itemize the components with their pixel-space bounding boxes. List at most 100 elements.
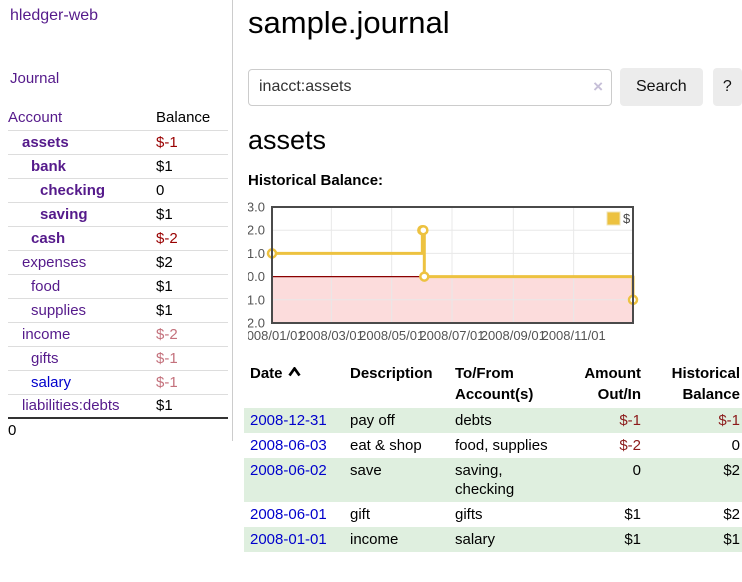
register-balance: 0 [731,437,740,454]
register-accounts: gifts [455,506,483,523]
sort-ascending-icon [287,366,301,377]
account-row: gifts $-1 [8,345,228,370]
account-heading: assets [248,125,327,155]
account-cell: income [8,321,157,346]
account-cell: supplies [8,297,157,322]
chart-title: Historical Balance: [248,172,384,189]
register-amount: $1 [624,506,641,523]
register-balance: $1 [723,531,740,548]
accounts-table: Account Balance assets $-1 bank $1 checking 0… [8,106,228,442]
account-balance: $1 [156,393,228,418]
register-row: 2008-06-03 eat & shop food, supplies $-2 0 [244,433,742,458]
account-cell: food [8,273,157,298]
account-row: expenses $2 [8,249,228,274]
register-amount: $1 [624,531,641,548]
register-date-cell: 2008-01-01 [244,527,344,552]
register-date-link[interactable]: 2008-06-03 [250,437,327,454]
register-date-link[interactable]: 2008-12-31 [250,412,327,429]
account-cell: cash [8,225,157,250]
register-row: 2008-01-01 income salary $1 $1 [244,527,742,552]
account-cell: saving [8,201,157,226]
svg-text:2008/11/01: 2008/11/01 [542,328,606,343]
accounts-body: assets $-1 bank $1 checking 0 saving $1 cash $-2 e… [8,130,228,418]
account-balance: $-1 [156,133,178,151]
account-row: liabilities:debts $1 [8,393,228,418]
search-input[interactable] [248,68,612,106]
svg-text:2008/09/01: 2008/09/01 [481,328,546,343]
account-row: salary $-1 [8,369,228,394]
account-cell: gifts [8,345,157,370]
account-cell: bank [8,153,157,178]
account-link-expenses[interactable]: expenses [22,253,87,271]
account-link-income[interactable]: income [22,325,71,343]
account-balance: $1 [156,153,228,178]
svg-text:0.0: 0.0 [248,269,265,284]
svg-text:-2.0: -2.0 [248,316,265,331]
account-row: assets $-1 [8,130,228,154]
account-link-food[interactable]: food [31,277,61,295]
account-balance: $2 [156,249,228,274]
svg-text:2008/07/01: 2008/07/01 [419,328,484,343]
register-date-cell: 2008-06-01 [244,502,344,527]
account-link-salary[interactable]: salary [31,373,72,391]
register-date-link[interactable]: 2008-06-01 [250,506,327,523]
account-link-cash[interactable]: cash [31,229,66,247]
account-link-checking[interactable]: checking [40,181,106,199]
search-button[interactable]: Search [620,68,703,106]
account-link-gifts[interactable]: gifts [31,349,59,367]
account-cell: salary [8,369,157,394]
register-date-link[interactable]: 2008-01-01 [250,531,327,548]
svg-text:-1.0: -1.0 [248,292,265,307]
svg-text:1.0: 1.0 [248,246,265,261]
account-cell: liabilities:debts [8,393,157,418]
search-form: × Search ? [248,68,742,106]
account-balance: $-1 [156,345,228,370]
historical-balance-chart[interactable]: $3.0 2.0 1.0 0.0 -1.0 -2.02008/01/012008/03/0… [248,200,668,350]
register-date-cell: 2008-06-03 [244,433,344,458]
account-balance: $1 [156,297,228,322]
register-balance: $2 [723,462,740,479]
account-row: bank $1 [8,153,228,178]
svg-text:$: $ [623,211,631,226]
account-balance: $-2 [156,321,228,346]
account-row: food $1 [8,273,228,298]
account-link-bank[interactable]: bank [31,157,67,175]
register-row: 2008-06-02 save saving, checking 0 $2 [244,458,742,502]
register-header-description: Description [350,365,433,382]
search-input-wrap: × [248,68,612,106]
account-link-supplies[interactable]: supplies [31,301,87,319]
register-header-amount: Amount Out/In [584,365,641,403]
register-date-cell: 2008-12-31 [244,408,344,433]
account-row: cash $-2 [8,225,228,250]
account-link-saving[interactable]: saving [40,205,88,223]
accounts-header-account[interactable]: Account [8,106,157,131]
account-row: checking 0 [8,177,228,202]
nav-journal-link[interactable]: Journal [10,70,60,87]
register-header-date-label: Date [250,365,283,382]
account-row: income $-2 [8,321,228,346]
register-accounts: saving, checking [455,462,515,498]
register-header-accounts: To/From Account(s) [455,365,534,403]
register-amount: $-1 [619,412,641,429]
help-button[interactable]: ? [712,68,742,106]
register-balance: $2 [723,506,740,523]
register-description: pay off [350,412,395,429]
clear-search-icon[interactable]: × [593,76,603,96]
svg-text:2.0: 2.0 [248,223,265,238]
register-header-date[interactable]: Date [244,362,344,408]
register-date-link[interactable]: 2008-06-02 [250,462,327,479]
account-link-liabilities-debts[interactable]: liabilities:debts [22,397,120,415]
svg-text:2008/05/01: 2008/05/01 [359,328,424,343]
register-header-balance: Historical Balance [671,365,740,403]
register-body: 2008-12-31 pay off debts $-1 $-1 2008-06-03 ea… [244,408,742,552]
register-date-cell: 2008-06-02 [244,458,344,502]
register-row: 2008-12-31 pay off debts $-1 $-1 [244,408,742,433]
register-accounts: food, supplies [455,437,548,454]
account-cell: expenses [8,249,157,274]
register-description: save [350,462,382,479]
account-link-assets[interactable]: assets [22,133,69,151]
register-accounts: debts [455,412,492,429]
brand-link[interactable]: hledger-web [10,7,99,24]
account-row: supplies $1 [8,297,228,322]
register-amount: 0 [632,462,641,479]
